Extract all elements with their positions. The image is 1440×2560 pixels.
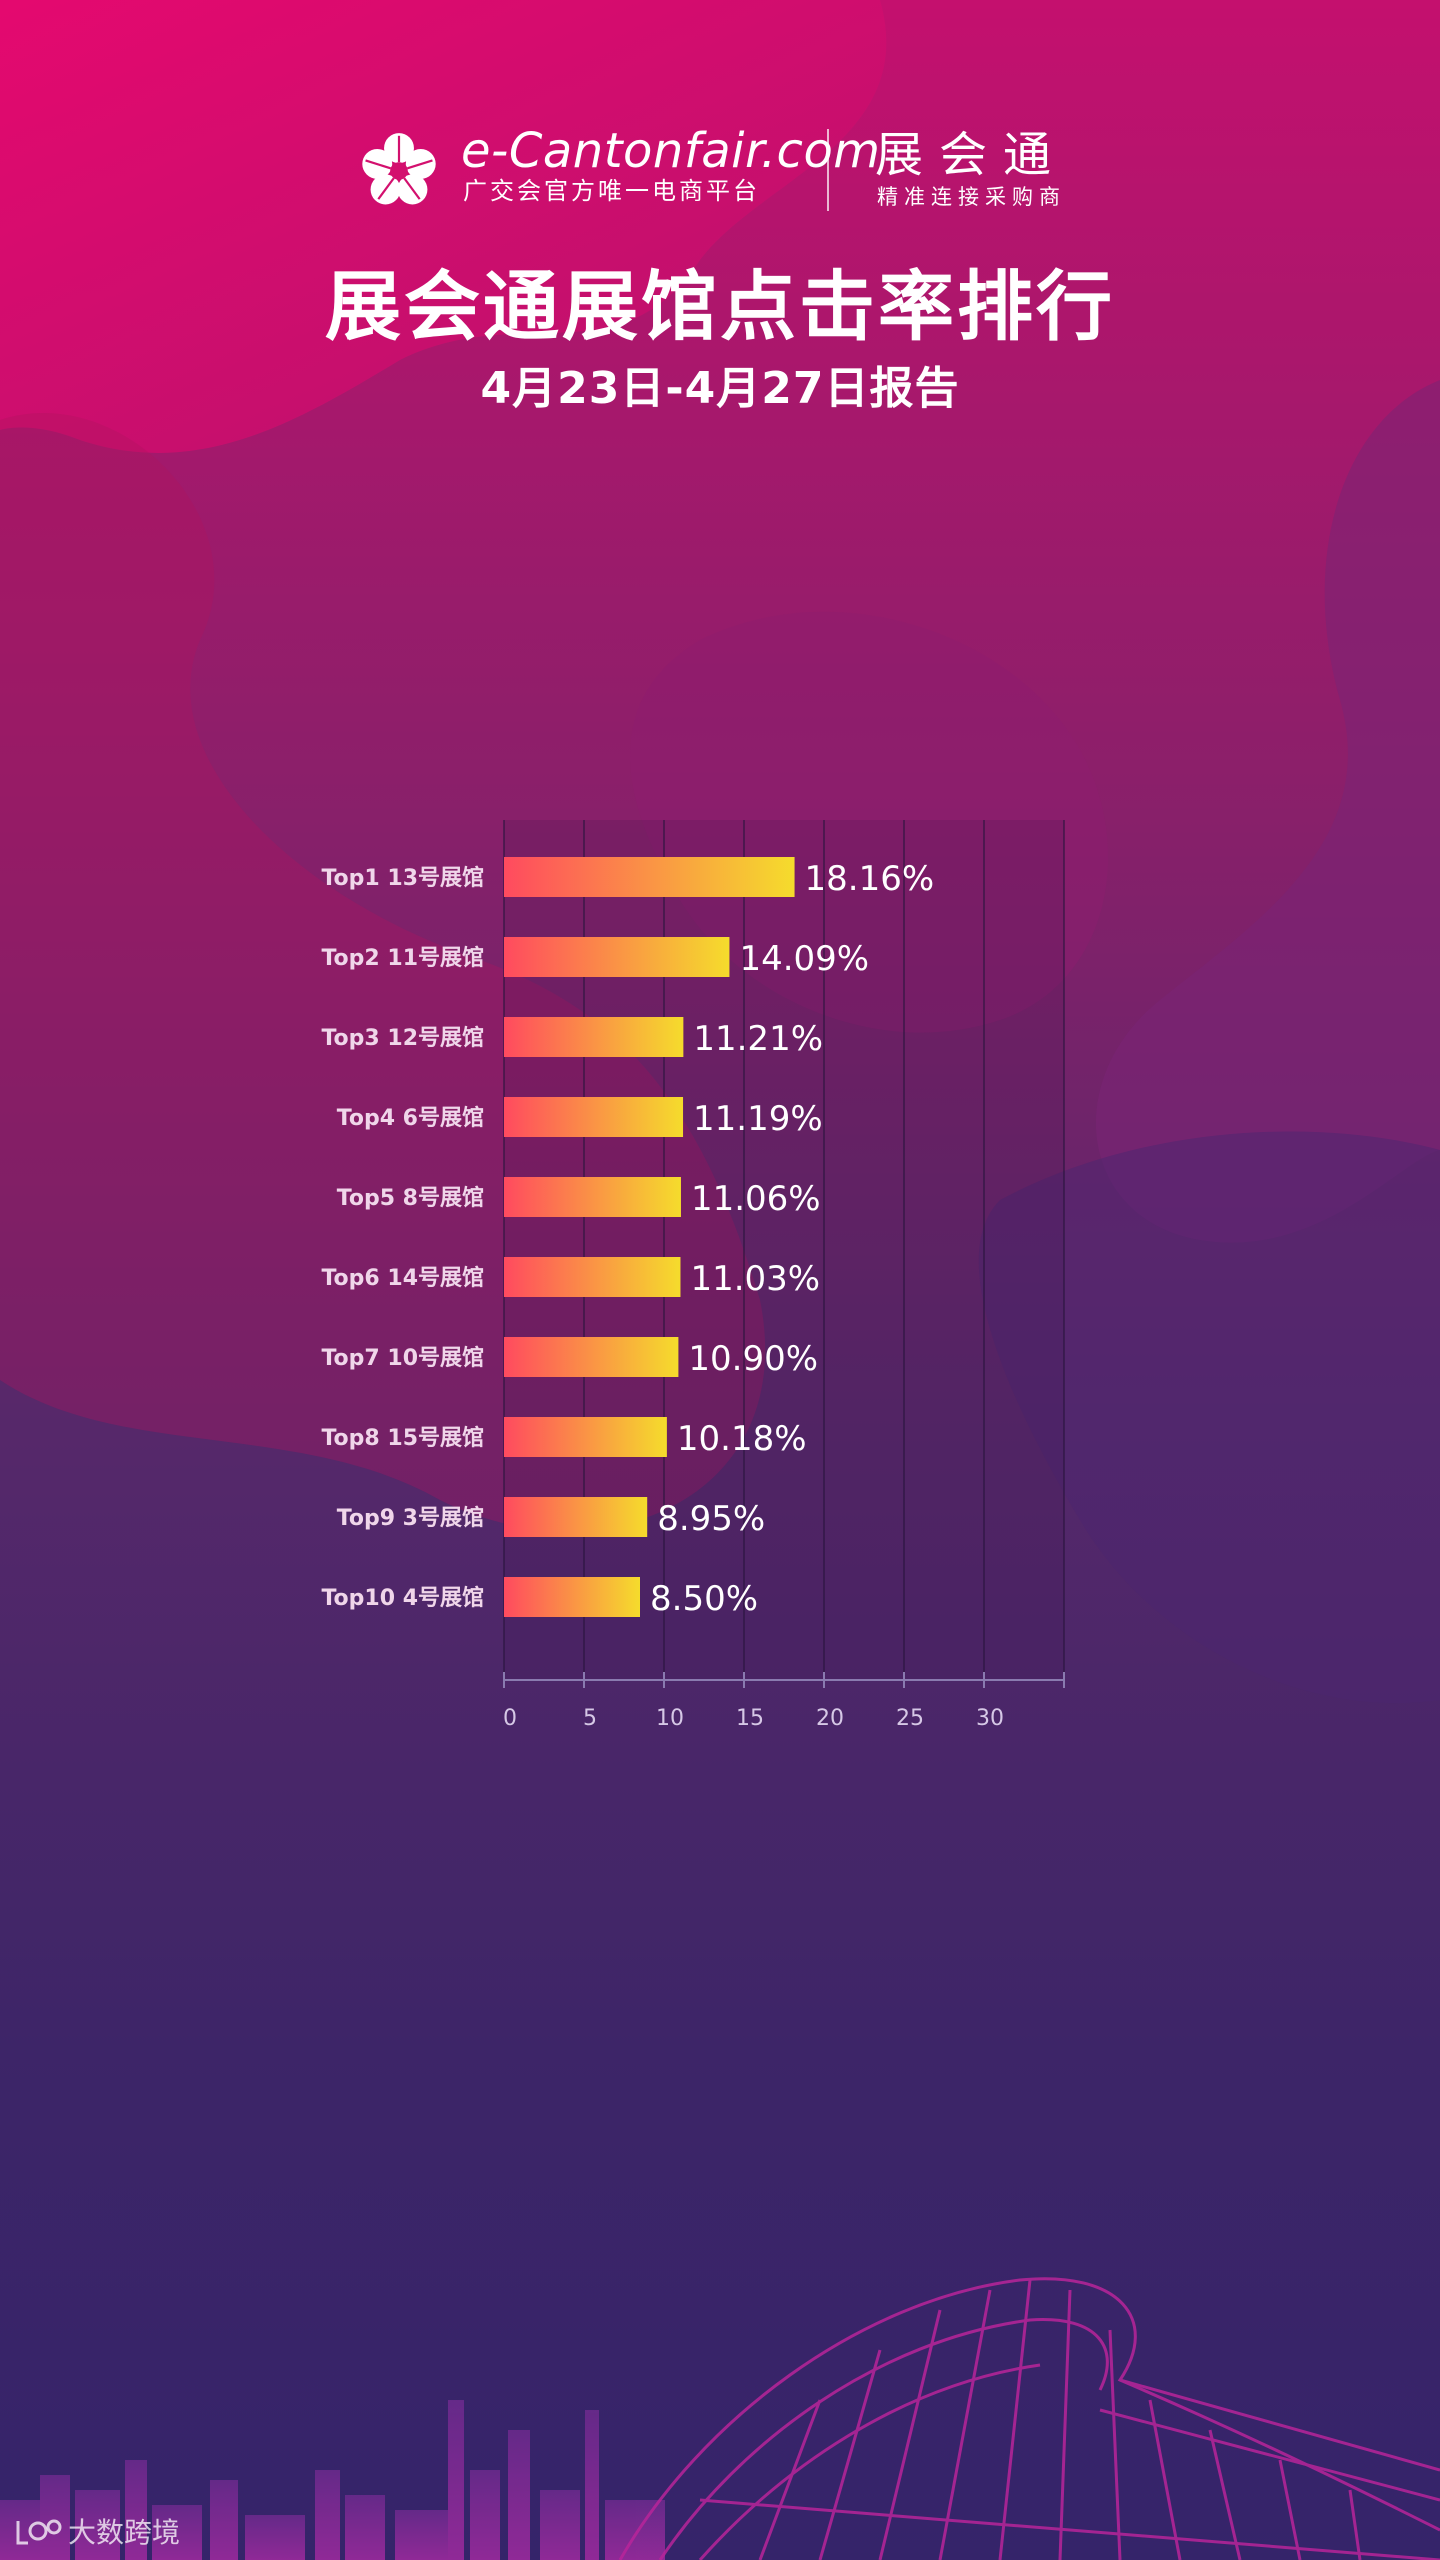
category-label: Top4 6号展馆 xyxy=(337,1105,484,1131)
product-tagline: 精准连接采购商 xyxy=(877,185,1066,209)
category-label: Top9 3号展馆 xyxy=(337,1505,484,1531)
category-label: Top2 11号展馆 xyxy=(321,945,484,971)
x-tick-label: 10 xyxy=(656,1706,684,1731)
x-tick-label: 30 xyxy=(976,1706,1004,1731)
page-subtitle: 4月23日-4月27日报告 xyxy=(480,363,960,414)
bar xyxy=(504,1337,679,1377)
page-title: 展会通展馆点击率排行 xyxy=(325,262,1115,351)
category-label: Top7 10号展馆 xyxy=(321,1345,484,1371)
flower-logo-icon xyxy=(362,133,436,205)
header-logo-row: e-Cantonfair.com 广交会官方唯一电商平台 展会通 精准连接采购商 xyxy=(355,123,1095,215)
watermark-text: 大数跨境 xyxy=(68,2516,181,2549)
stadium-wireframe xyxy=(618,2277,1440,2560)
value-label: 10.18% xyxy=(677,1419,807,1459)
value-label: 11.19% xyxy=(693,1099,823,1139)
bar xyxy=(504,1257,681,1297)
value-label: 11.06% xyxy=(691,1179,821,1219)
x-tick-label: 20 xyxy=(816,1706,844,1731)
bar xyxy=(504,1417,667,1457)
category-label: Top6 14号展馆 xyxy=(321,1265,484,1291)
brand-name-en: e-Cantonfair.com xyxy=(461,123,881,179)
product-name: 展会通 xyxy=(875,127,1068,183)
category-label: Top1 13号展馆 xyxy=(321,865,484,891)
category-label: Top8 15号展馆 xyxy=(321,1425,484,1451)
category-label: Top5 8号展馆 xyxy=(337,1185,484,1211)
bar xyxy=(504,1017,684,1057)
value-label: 8.95% xyxy=(657,1499,765,1539)
value-label: 8.50% xyxy=(650,1579,758,1619)
city-skyline xyxy=(0,2400,665,2560)
ebrun-logo-icon xyxy=(16,2519,62,2545)
logo-divider xyxy=(827,129,829,211)
brand-tagline-cn: 广交会官方唯一电商平台 xyxy=(463,177,760,205)
value-label: 10.90% xyxy=(688,1339,818,1379)
category-label: Top10 4号展馆 xyxy=(321,1585,484,1611)
category-label: Top3 12号展馆 xyxy=(321,1025,484,1051)
bar xyxy=(504,857,795,897)
bar xyxy=(504,1577,640,1617)
x-tick-label: 15 xyxy=(736,1706,764,1731)
x-tick-label: 25 xyxy=(896,1706,924,1731)
value-label: 14.09% xyxy=(739,939,869,979)
x-tick-label: 5 xyxy=(583,1706,597,1731)
bar xyxy=(504,1177,681,1217)
x-tick-label: 0 xyxy=(503,1706,517,1731)
bar xyxy=(504,1097,684,1137)
bar xyxy=(504,937,730,977)
value-label: 18.16% xyxy=(805,859,935,899)
value-label: 11.21% xyxy=(693,1019,823,1059)
bar xyxy=(504,1497,648,1537)
value-label: 11.03% xyxy=(690,1259,820,1299)
